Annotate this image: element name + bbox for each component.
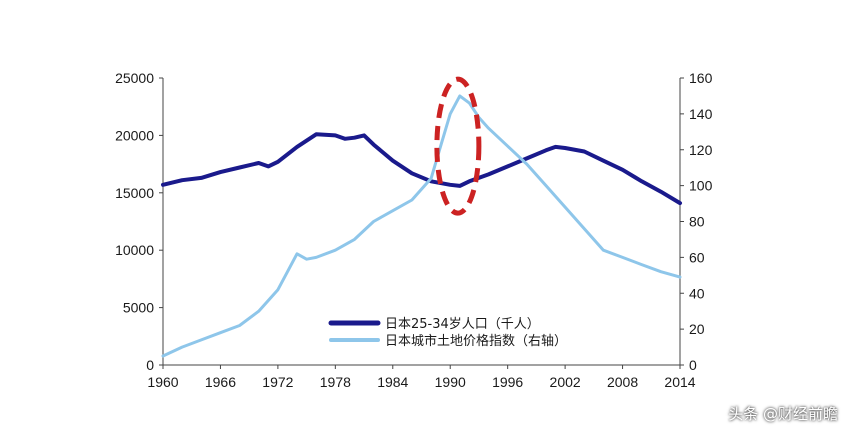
series-lines xyxy=(161,94,682,358)
axes xyxy=(159,77,684,369)
x-tick-label: 1990 xyxy=(435,374,466,390)
x-tick-label: 2008 xyxy=(607,374,638,390)
y-right-tick-label: 0 xyxy=(689,357,697,373)
y-left-tick-label: 10000 xyxy=(115,242,154,258)
y-right-tick-label: 140 xyxy=(689,106,713,122)
x-tick-label: 1966 xyxy=(205,374,236,390)
y-left-tick-label: 25000 xyxy=(115,70,154,86)
tick-labels: 0 5000 10000 15000 20000 25000 0 20 40 60 80 100 120… xyxy=(115,70,713,390)
legend-label-land-price: 日本城市土地价格指数（右轴） xyxy=(385,333,567,349)
y-left-tick-label: 15000 xyxy=(115,185,154,201)
annotations xyxy=(434,76,482,216)
x-tick-label: 1972 xyxy=(262,374,293,390)
x-tick-label: 1984 xyxy=(377,374,408,390)
y-right-tick-label: 120 xyxy=(689,142,713,158)
land-price-series-line xyxy=(161,94,682,358)
y-right-tick-label: 160 xyxy=(689,70,713,86)
y-right-tick-label: 20 xyxy=(689,321,705,337)
x-tick-label: 1996 xyxy=(492,374,523,390)
y-left-tick-label: 20000 xyxy=(115,127,154,143)
watermark: 头条 @财经前瞻 xyxy=(728,405,838,423)
x-tick-label: 1978 xyxy=(320,374,351,390)
y-left-tick-label: 0 xyxy=(146,357,154,373)
y-right-tick-label: 100 xyxy=(689,178,713,194)
highlight-ellipse xyxy=(434,76,482,216)
y-left-tick-label: 5000 xyxy=(123,300,154,316)
y-right-tick-label: 80 xyxy=(689,214,705,230)
x-tick-label: 2002 xyxy=(550,374,581,390)
legend-label-population: 日本25-34岁人口（千人） xyxy=(385,317,540,332)
population-series-line xyxy=(161,132,682,206)
x-tick-label: 1960 xyxy=(147,374,178,390)
y-right-tick-label: 60 xyxy=(689,249,705,265)
legend: 日本25-34岁人口（千人）日本城市土地价格指数（右轴） xyxy=(328,317,567,349)
y-right-tick-label: 40 xyxy=(689,285,705,301)
x-tick-label: 2014 xyxy=(664,374,695,390)
